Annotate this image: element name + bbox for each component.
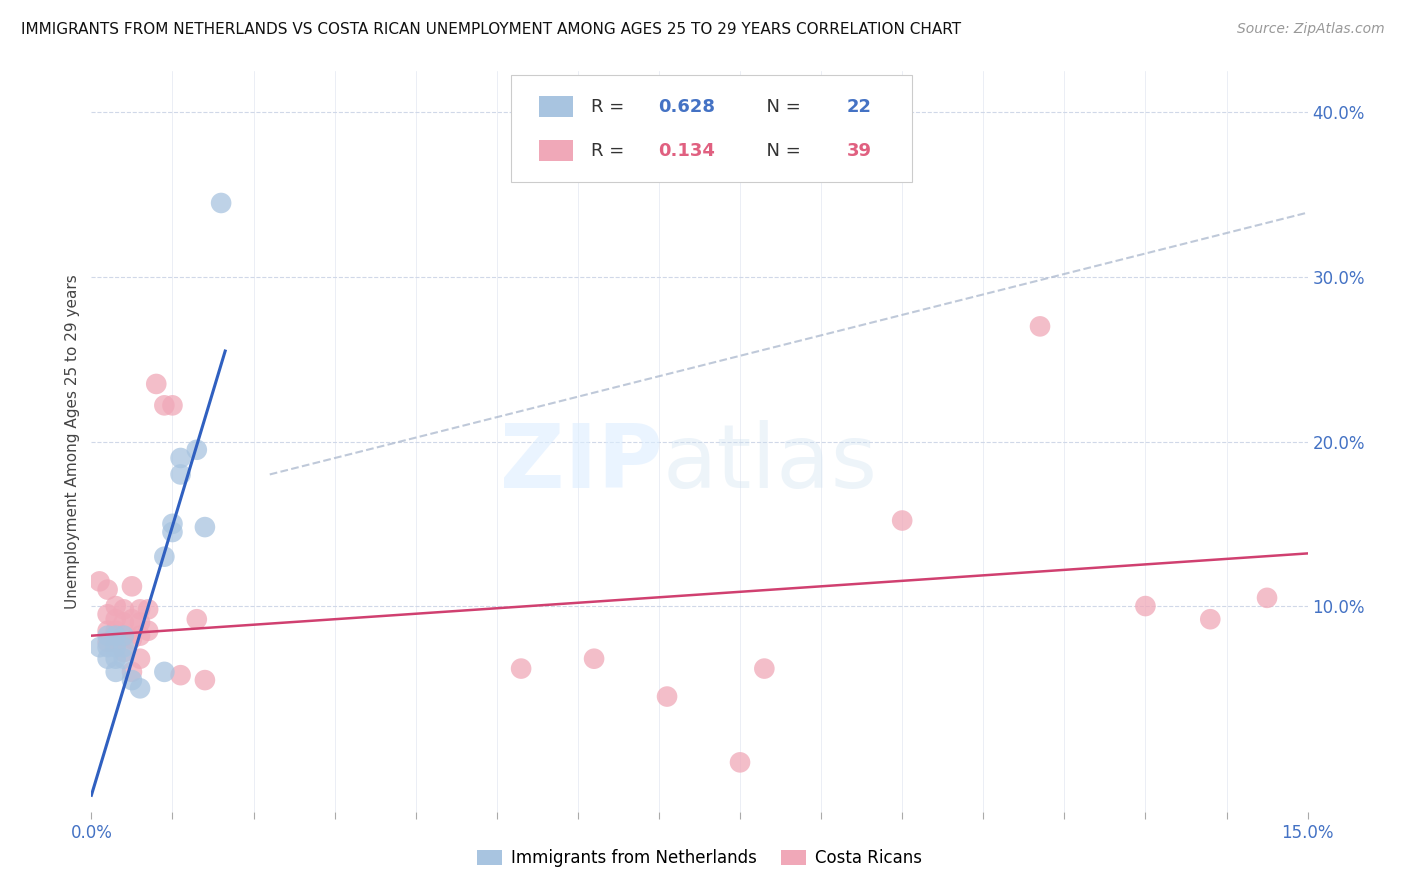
Point — [1199, 612, 1222, 626]
Point — [104, 651, 127, 665]
Text: IMMIGRANTS FROM NETHERLANDS VS COSTA RICAN UNEMPLOYMENT AMONG AGES 25 TO 29 YEAR: IMMIGRANTS FROM NETHERLANDS VS COSTA RIC… — [21, 22, 962, 37]
Point — [169, 450, 191, 465]
Point — [162, 524, 184, 539]
Point — [104, 635, 127, 649]
Point — [145, 376, 167, 391]
Point — [112, 629, 135, 643]
Point — [104, 624, 127, 638]
Point — [153, 549, 176, 564]
Point — [136, 602, 159, 616]
Text: 0.628: 0.628 — [658, 98, 716, 116]
Legend: Immigrants from Netherlands, Costa Ricans: Immigrants from Netherlands, Costa Rican… — [471, 842, 928, 874]
Point — [97, 635, 120, 649]
Point — [728, 756, 751, 770]
Point — [97, 651, 120, 665]
Text: 0.134: 0.134 — [658, 142, 716, 160]
FancyBboxPatch shape — [510, 75, 912, 183]
Point — [209, 196, 232, 211]
Point — [194, 520, 217, 534]
Point — [129, 615, 152, 630]
Point — [112, 651, 135, 665]
Point — [112, 615, 135, 630]
Point — [104, 599, 127, 613]
Y-axis label: Unemployment Among Ages 25 to 29 years: Unemployment Among Ages 25 to 29 years — [65, 274, 80, 609]
Point — [104, 640, 127, 655]
Text: 22: 22 — [846, 98, 872, 116]
Point — [129, 629, 152, 643]
Point — [121, 673, 143, 687]
FancyBboxPatch shape — [538, 96, 574, 117]
Point — [121, 579, 143, 593]
Point — [129, 602, 152, 616]
Text: Source: ZipAtlas.com: Source: ZipAtlas.com — [1237, 22, 1385, 37]
FancyBboxPatch shape — [538, 140, 574, 161]
Text: N =: N = — [755, 142, 807, 160]
Point — [112, 602, 135, 616]
Point — [129, 681, 152, 696]
Point — [104, 612, 127, 626]
Point — [153, 398, 176, 412]
Point — [97, 640, 120, 655]
Text: R =: R = — [592, 142, 630, 160]
Point — [153, 665, 176, 679]
Point — [194, 673, 217, 687]
Point — [583, 651, 606, 665]
Point — [129, 651, 152, 665]
Text: N =: N = — [755, 98, 807, 116]
Point — [112, 645, 135, 659]
Text: atlas: atlas — [664, 420, 879, 508]
Point — [891, 514, 914, 528]
Point — [162, 398, 184, 412]
Point — [655, 690, 678, 704]
Text: 39: 39 — [846, 142, 872, 160]
Point — [104, 665, 127, 679]
Point — [510, 662, 533, 676]
Point — [121, 665, 143, 679]
Point — [97, 582, 120, 597]
Point — [89, 640, 111, 655]
Point — [1135, 599, 1157, 613]
Point — [104, 629, 127, 643]
Point — [112, 629, 135, 643]
Point — [97, 629, 120, 643]
Point — [186, 442, 208, 457]
Point — [89, 574, 111, 589]
Point — [169, 668, 191, 682]
Point — [97, 624, 120, 638]
Text: R =: R = — [592, 98, 630, 116]
Point — [1029, 319, 1052, 334]
Point — [162, 516, 184, 531]
Point — [186, 612, 208, 626]
Point — [136, 624, 159, 638]
Point — [754, 662, 776, 676]
Point — [112, 640, 135, 655]
Point — [1256, 591, 1278, 605]
Point — [169, 467, 191, 482]
Text: ZIP: ZIP — [501, 420, 664, 508]
Point — [121, 632, 143, 646]
Point — [121, 612, 143, 626]
Point — [97, 607, 120, 622]
